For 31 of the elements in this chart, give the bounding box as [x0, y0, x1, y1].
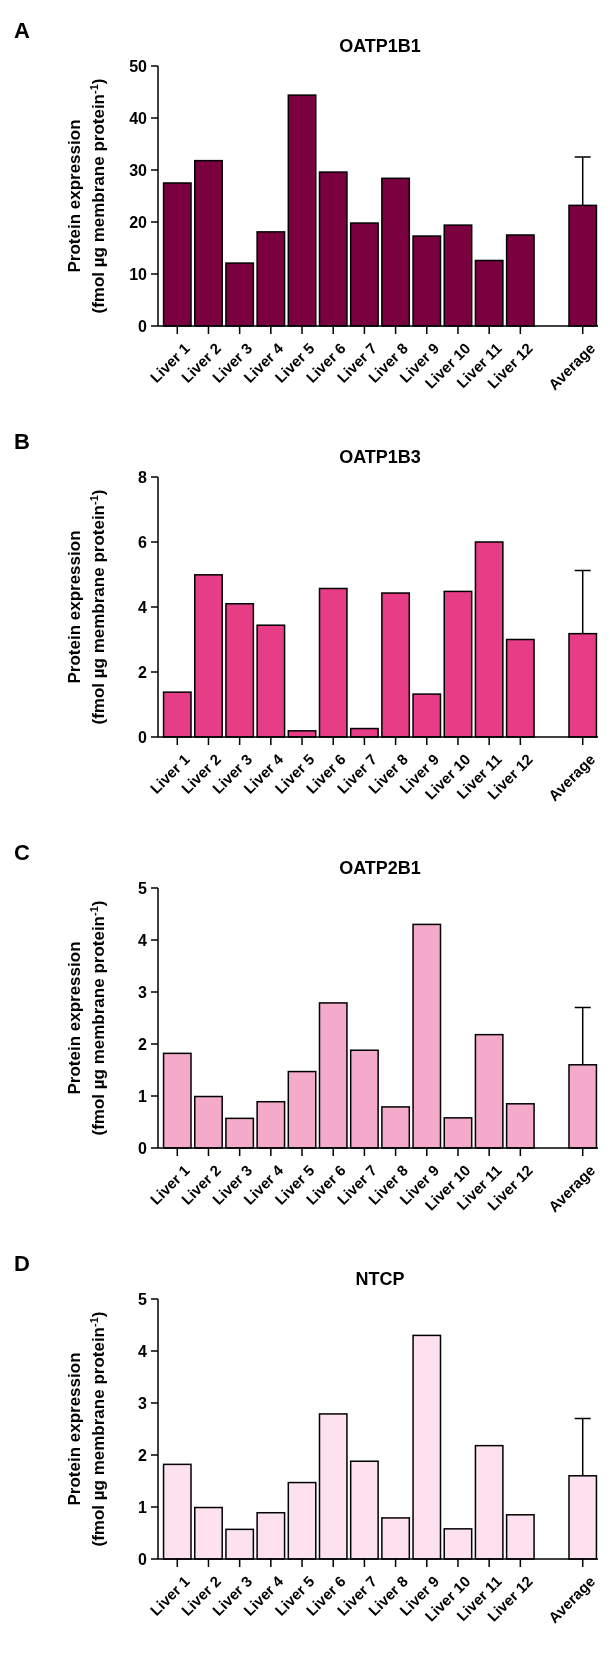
y-tick-label: 2 — [138, 1035, 148, 1053]
y-tick-label: 1 — [138, 1498, 148, 1516]
text: C — [14, 840, 30, 865]
chart-title: OATP1B1 — [339, 36, 421, 56]
y-tick-label: 4 — [138, 598, 148, 616]
chart-title: OATP1B3 — [339, 447, 421, 467]
y-tick-label: 0 — [138, 1550, 148, 1568]
y-tick-label: 2 — [138, 663, 148, 681]
text: B — [14, 429, 30, 454]
y-tick-label: 2 — [138, 1446, 148, 1464]
y-tick-label: 0 — [138, 1139, 148, 1157]
y-tick-label: 20 — [129, 213, 148, 231]
text: D — [14, 1251, 30, 1276]
y-tick-label: 10 — [129, 265, 148, 283]
y-tick-label: 4 — [138, 931, 148, 949]
y-tick-label: 6 — [138, 533, 148, 551]
y-tick-label: 30 — [129, 161, 148, 179]
y-tick-label: 5 — [138, 1290, 148, 1308]
y-tick-label: 8 — [138, 468, 148, 486]
y-tick-label: 50 — [129, 57, 148, 75]
chart-title: NTCP — [355, 1269, 405, 1289]
y-tick-label: 5 — [138, 879, 148, 897]
text: A — [14, 18, 30, 43]
y-tick-label: 3 — [138, 983, 148, 1001]
y-tick-label: 4 — [138, 1342, 148, 1360]
y-tick-label: 1 — [138, 1087, 148, 1105]
y-tick-label: 40 — [129, 109, 148, 127]
y-tick-label: 0 — [138, 317, 148, 335]
chart-title: OATP2B1 — [339, 858, 421, 878]
y-tick-label: 3 — [138, 1394, 148, 1412]
y-tick-label: 0 — [138, 728, 148, 746]
